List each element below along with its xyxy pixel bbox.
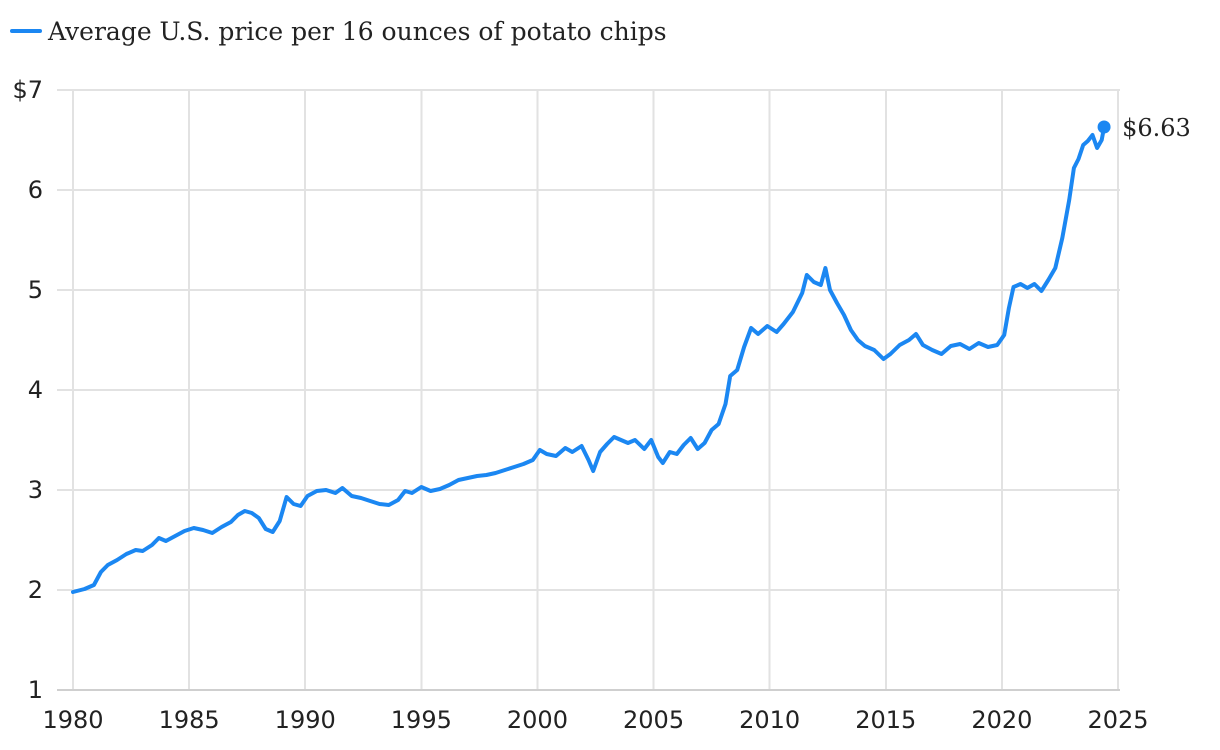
- x-tick-label: 1985: [159, 706, 220, 734]
- x-tick-label: 1990: [275, 706, 336, 734]
- series-layer: [71, 125, 1107, 594]
- series-line: [71, 125, 1107, 594]
- y-tick-label: 6: [28, 176, 43, 204]
- legend: Average U.S. price per 16 ounces of pota…: [10, 14, 667, 48]
- annotations: $6.63: [1097, 114, 1191, 142]
- legend-swatch: [10, 29, 42, 33]
- legend-label: Average U.S. price per 16 ounces of pota…: [48, 16, 667, 46]
- x-tick-label: 2000: [507, 706, 568, 734]
- x-tick-label: 2025: [1087, 706, 1148, 734]
- x-tick-label: 1995: [391, 706, 452, 734]
- x-tick-label: 2015: [855, 706, 916, 734]
- x-tick-label: 1980: [42, 706, 103, 734]
- x-tick-label: 2020: [971, 706, 1032, 734]
- y-tick-label: 4: [28, 376, 43, 404]
- y-tick-label: $7: [12, 76, 43, 104]
- y-tick-label: 3: [28, 476, 43, 504]
- x-axis-tick-labels: 1980 1985 1990 1995 2000 2005 2010 2015 2020 2025: [42, 706, 1148, 734]
- x-tick-label: 2010: [739, 706, 800, 734]
- y-tick-label: 2: [28, 576, 43, 604]
- x-tick-label: 2005: [623, 706, 684, 734]
- endpoint-marker: [1097, 120, 1111, 134]
- horizontal-gridlines: [57, 89, 1120, 691]
- y-tick-label: 5: [28, 276, 43, 304]
- end-value-label: $6.63: [1122, 114, 1191, 142]
- y-tick-label: 1: [28, 676, 43, 704]
- y-axis-tick-labels: 1 2 3 4 5 6 $7: [12, 76, 43, 704]
